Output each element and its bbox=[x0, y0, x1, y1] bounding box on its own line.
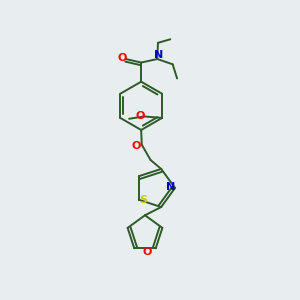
Text: O: O bbox=[143, 247, 152, 257]
Text: O: O bbox=[118, 53, 127, 63]
Text: S: S bbox=[140, 195, 148, 205]
Text: O: O bbox=[132, 141, 141, 151]
Text: N: N bbox=[166, 182, 176, 192]
Text: O: O bbox=[135, 110, 144, 121]
Text: N: N bbox=[154, 50, 164, 60]
